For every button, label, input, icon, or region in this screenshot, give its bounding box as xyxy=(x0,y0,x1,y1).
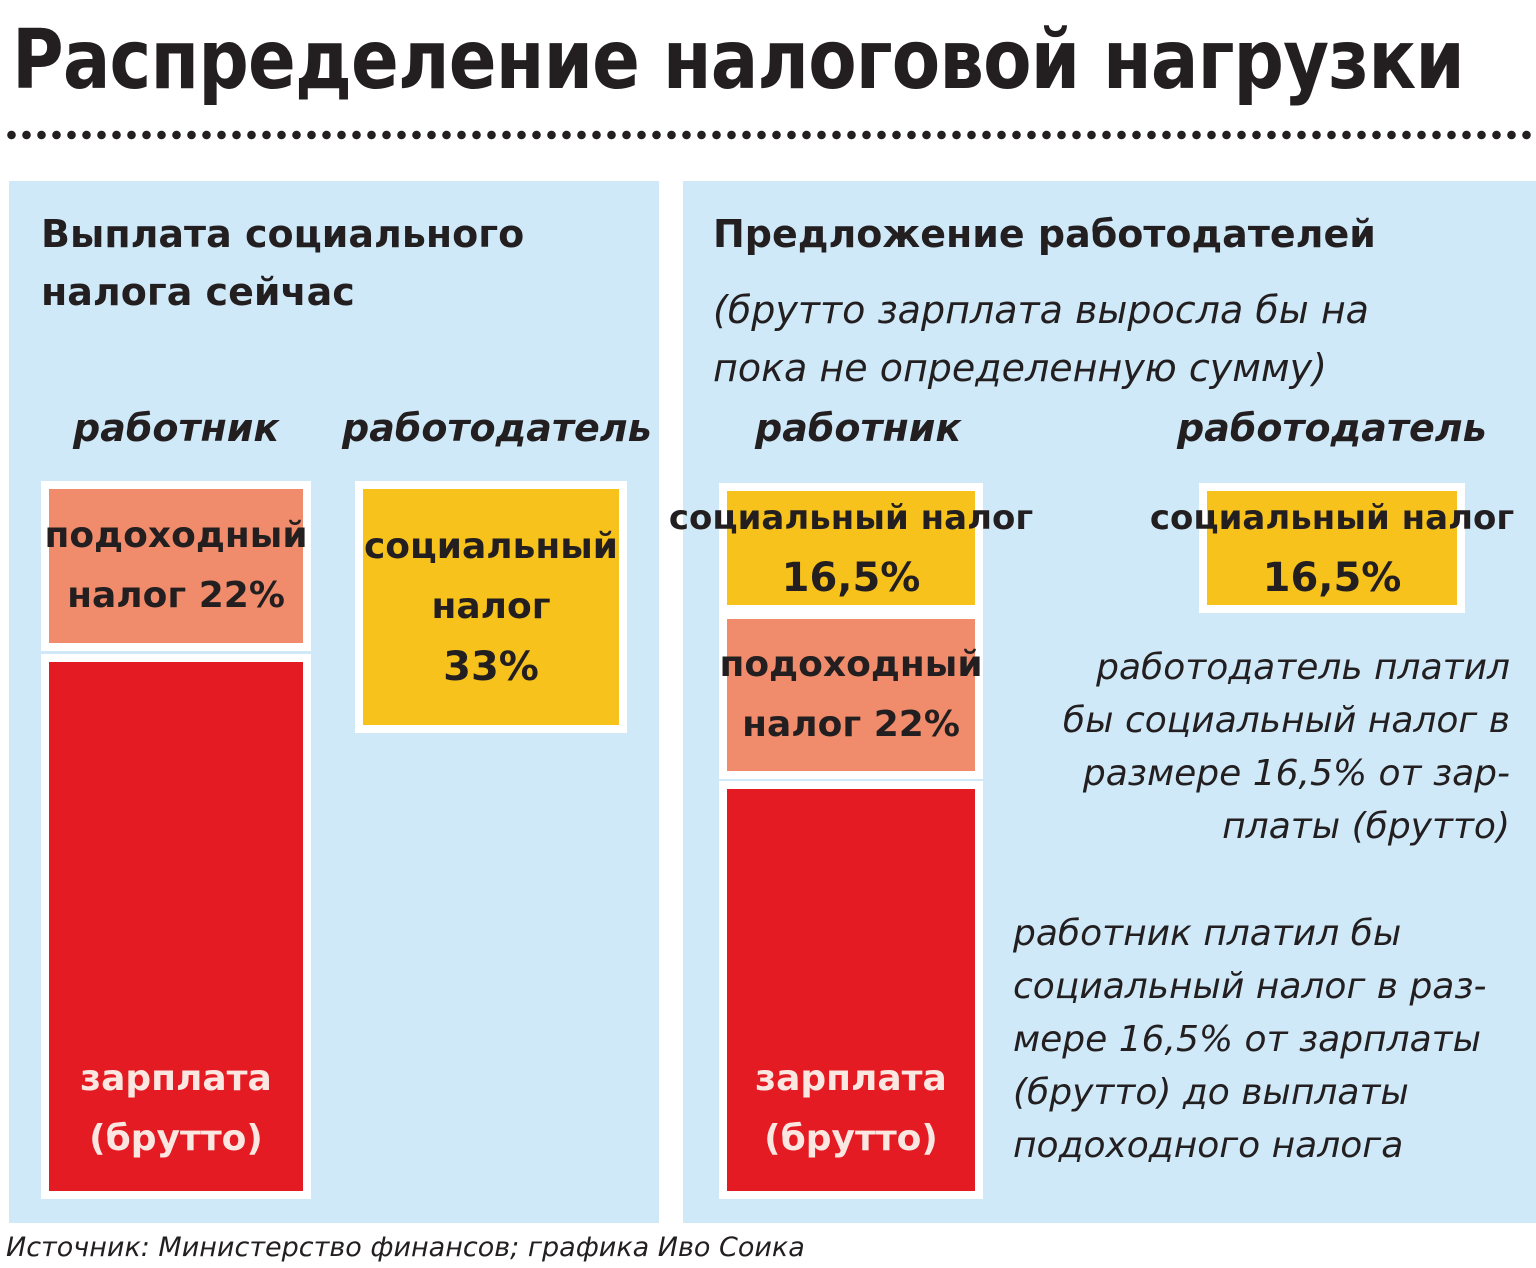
block-label: (брутто) xyxy=(89,1118,263,1159)
employee-column-label: работник xyxy=(73,406,280,450)
subheading-line: (брутто зарплата выросла бы на xyxy=(713,288,1369,332)
note-line: социальный налог в раз- xyxy=(1013,966,1487,1007)
proposal-heading: Предложение работодателей xyxy=(713,212,1376,256)
block-label: зарплата xyxy=(80,1058,272,1099)
page-title: Распределение налоговой нагрузки xyxy=(12,13,1465,108)
employee-income-tax-block: подоходный налог 22% xyxy=(41,481,311,651)
employer-column-label: работодатель xyxy=(342,406,652,450)
employee-note: работник платил бы социальный налог в ра… xyxy=(1013,907,1487,1172)
note-line: размере 16,5% от зар- xyxy=(1082,753,1510,794)
source-credit: Источник: Министерство финансов; графика… xyxy=(6,1232,805,1263)
dotted-divider xyxy=(4,128,1532,142)
employee-column-label: работник xyxy=(755,406,962,450)
note-line: платы (брутто) xyxy=(1222,806,1510,847)
block-label: налог 22% xyxy=(742,704,960,745)
employer-social-tax-block: социальный налог 33% xyxy=(355,481,627,733)
current-scheme-heading: Выплата социального налога сейчас xyxy=(41,205,524,321)
block-label: зарплата xyxy=(755,1058,947,1099)
block-label: подоходный xyxy=(44,515,308,556)
note-line: подоходного налога xyxy=(1013,1125,1404,1166)
employee-social-tax-block: социальный налог 16,5% xyxy=(669,483,1033,613)
current-scheme-panel: Выплата социального налога сейчас работн… xyxy=(9,181,659,1223)
employee-salary-block: зарплата (брутто) xyxy=(719,781,983,1199)
block-value: 16,5% xyxy=(1262,555,1402,601)
employer-column-label: работодатель xyxy=(1177,406,1487,450)
block-label: налог 22% xyxy=(67,575,285,616)
proposal-subheading: (брутто зарплата выросла бы на пока не о… xyxy=(713,281,1369,397)
note-line: работник платил бы xyxy=(1013,913,1402,954)
block-label: подоходный xyxy=(719,644,983,685)
note-line: (брутто) до выплаты xyxy=(1013,1072,1409,1113)
block-label: налог xyxy=(431,586,551,627)
block-label: социальный налог xyxy=(1149,498,1515,538)
block-value: 33% xyxy=(443,644,539,690)
block-value: 16,5% xyxy=(781,555,921,601)
subheading-line: пока не определенную сумму) xyxy=(713,346,1327,390)
note-line: бы социальный налог в xyxy=(1062,700,1510,741)
block-label: социальный налог xyxy=(668,498,1034,538)
block-label: социальный xyxy=(363,526,619,567)
heading-line: налога сейчас xyxy=(41,270,355,314)
employer-note: работодатель платил бы социальный налог … xyxy=(1063,641,1510,853)
block-label: (брутто) xyxy=(764,1118,938,1159)
proposal-panel: Предложение работодателей (брутто зарпла… xyxy=(669,181,1536,1223)
employer-social-tax-block: социальный налог 16,5% xyxy=(1150,483,1514,613)
heading-line: Выплата социального xyxy=(41,212,525,256)
note-line: работодатель платил xyxy=(1096,647,1510,688)
employee-income-tax-block: подоходный налог 22% xyxy=(719,611,983,779)
note-line: мере 16,5% от зарплаты xyxy=(1013,1019,1482,1060)
employee-salary-block: зарплата (брутто) xyxy=(41,654,311,1199)
